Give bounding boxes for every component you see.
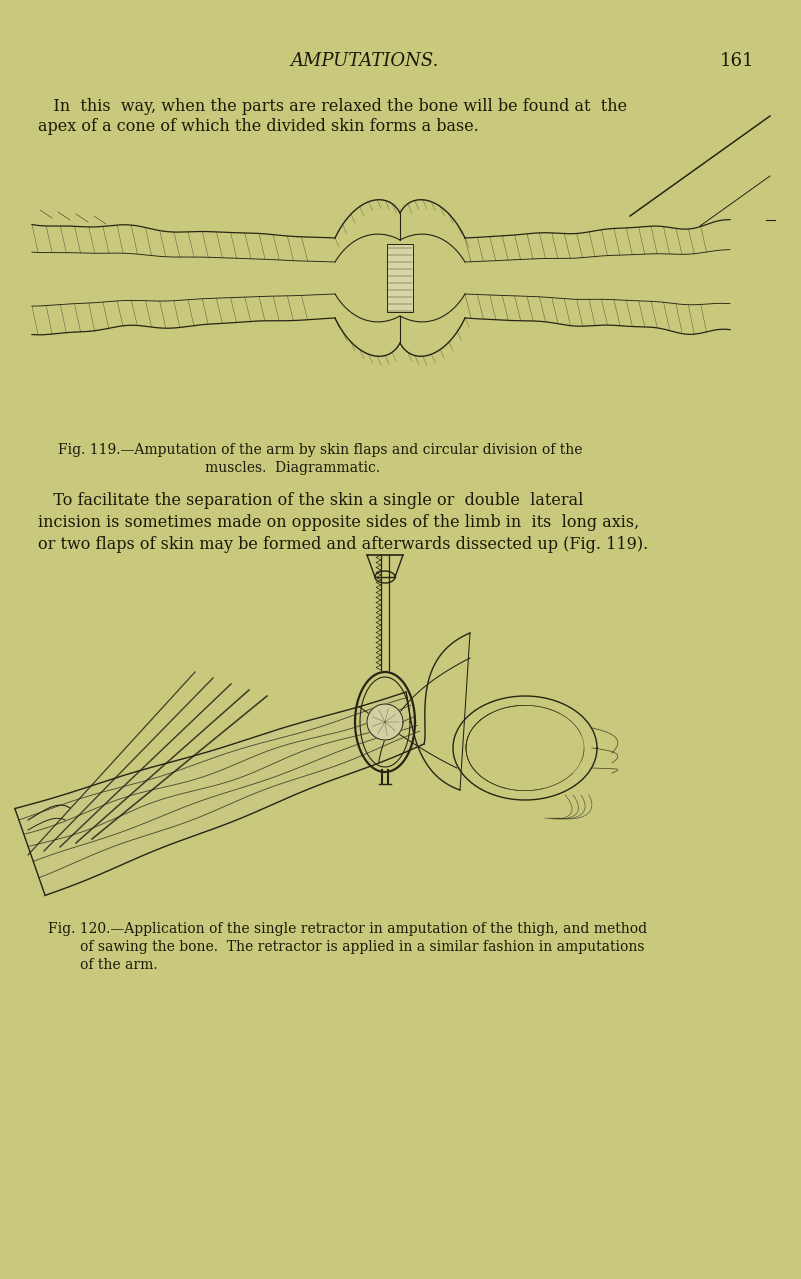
Text: In  this  way, when the parts are relaxed the bone will be found at  the: In this way, when the parts are relaxed … — [38, 98, 627, 115]
Text: muscles.  Diagrammatic.: muscles. Diagrammatic. — [205, 460, 380, 475]
Text: AMPUTATIONS.: AMPUTATIONS. — [290, 52, 438, 70]
Text: incision is sometimes made on opposite sides of the limb in  its  long axis,: incision is sometimes made on opposite s… — [38, 514, 639, 531]
Text: of sawing the bone.  The retractor is applied in a similar fashion in amputation: of sawing the bone. The retractor is app… — [80, 940, 645, 954]
Text: or two flaps of skin may be formed and afterwards dissected up (Fig. 119).: or two flaps of skin may be formed and a… — [38, 536, 648, 553]
Text: Fig. 120.—Application of the single retractor in amputation of the thigh, and me: Fig. 120.—Application of the single retr… — [48, 922, 647, 936]
Text: Fig. 119.—Amputation of the arm by skin flaps and circular division of the: Fig. 119.—Amputation of the arm by skin … — [58, 443, 582, 457]
Bar — [387, 244, 413, 312]
Text: 161: 161 — [720, 52, 755, 70]
Text: of the arm.: of the arm. — [80, 958, 158, 972]
Polygon shape — [15, 692, 424, 895]
Text: To facilitate the separation of the skin a single or  double  lateral: To facilitate the separation of the skin… — [38, 492, 583, 509]
Polygon shape — [367, 703, 403, 741]
Text: apex of a cone of which the divided skin forms a base.: apex of a cone of which the divided skin… — [38, 118, 479, 136]
